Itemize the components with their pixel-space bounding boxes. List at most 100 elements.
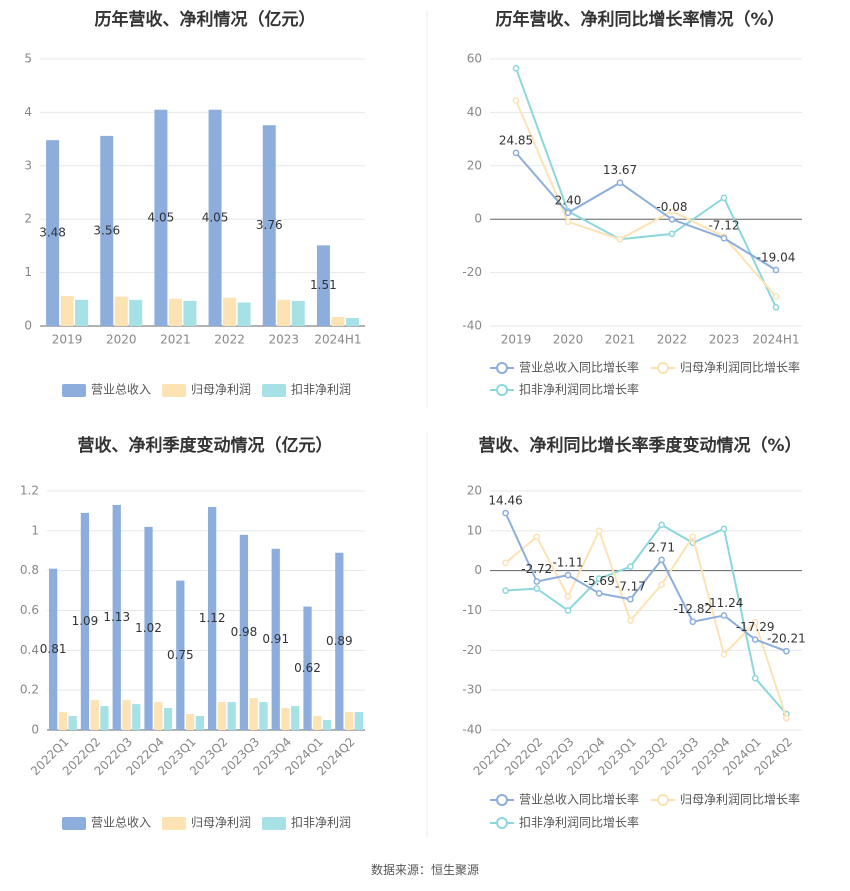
y-tick-label: 0.2 xyxy=(20,683,39,697)
point-归母净利润同比增长率 xyxy=(689,533,697,541)
x-tick-label: 2020 xyxy=(106,333,137,347)
data-source-note: 数据来源：恒生聚源 xyxy=(370,863,479,877)
point-扣非净利润同比增长率 xyxy=(564,607,572,614)
point-归母净利润同比增长率 xyxy=(533,533,541,541)
data-label: 1.13 xyxy=(103,610,130,624)
bar-扣非净利润 xyxy=(195,716,205,730)
chart-title: 历年营收、净利情况（亿元） xyxy=(95,9,316,30)
point-营业总收入同比增长率 xyxy=(512,149,520,157)
y-tick-label: -10 xyxy=(462,603,482,617)
point-归母净利润同比增长率 xyxy=(564,593,572,600)
x-tick-label: 2019 xyxy=(52,333,83,347)
data-label: 3.76 xyxy=(256,218,283,232)
line-归母净利润同比增长率 xyxy=(504,528,788,719)
bar-扣非净利润 xyxy=(227,702,236,730)
bar-扣非净利润 xyxy=(259,702,268,730)
legend-label: 扣非净利润同比增长率 xyxy=(519,815,639,830)
legend-swatch xyxy=(162,384,186,397)
point-营业总收入同比增长率 xyxy=(772,266,780,274)
bar-归母净利润 xyxy=(154,702,163,730)
legend-label: 营业总收入 xyxy=(91,816,151,830)
y-tick-label: 0.4 xyxy=(20,643,39,657)
point-扣非净利润同比增长率 xyxy=(720,525,728,533)
data-label: 24.85 xyxy=(499,133,533,147)
legend-swatch-marker xyxy=(496,362,508,374)
x-tick-label: 2021 xyxy=(160,333,191,347)
data-label: 1.51 xyxy=(310,278,337,292)
bar-归母净利润 xyxy=(249,698,258,730)
chart-quarterly-values: 营收、净利季度变动情况（亿元）00.20.40.60.811.22022Q120… xyxy=(20,435,365,830)
data-label: -11.24 xyxy=(705,596,744,610)
x-tick-label: 2021 xyxy=(605,333,636,347)
data-label: 2.40 xyxy=(555,193,582,207)
y-tick-label: 20 xyxy=(467,158,482,172)
y-tick-label: 2 xyxy=(24,212,32,226)
chart-annual-growth: 历年营收、净利同比增长率情况（%） -40 -20 0 20 40 60 2019 2020 20… xyxy=(462,9,802,397)
data-label: -2.72 xyxy=(521,562,552,576)
point-扣非净利润同比增长率 xyxy=(595,575,603,582)
line-扣非净利润同比增长率 xyxy=(505,523,788,715)
x-tick-label: 2024H1 xyxy=(752,333,799,347)
bar-扣非净利润 xyxy=(68,716,77,730)
bar-营业总收入 xyxy=(100,135,114,326)
y-tick-label: 0.8 xyxy=(20,563,39,577)
data-label: 1.02 xyxy=(135,621,162,635)
point-扣非净利润同比增长率 xyxy=(720,194,728,202)
point-营业总收入同比增长率 xyxy=(658,556,665,564)
point-归母净利润同比增长率 xyxy=(512,97,520,104)
bar-扣非净利润 xyxy=(237,302,251,326)
line-营业总收入同比增长率 xyxy=(504,512,787,653)
data-label: 1.09 xyxy=(72,614,99,628)
data-label: -5.69 xyxy=(584,574,615,588)
data-label: 0.75 xyxy=(167,648,194,662)
point-归母净利润同比增长率 xyxy=(564,218,572,226)
bar-营业总收入 xyxy=(207,506,217,730)
bar-扣非净利润 xyxy=(291,300,305,326)
legend-label: 扣非净利润 xyxy=(291,383,351,397)
bar-扣非净利润 xyxy=(345,317,359,326)
y-tick-label: -20 xyxy=(462,265,482,279)
point-扣非净利润同比增长率 xyxy=(772,303,780,311)
bar-归母净利润 xyxy=(90,700,99,730)
bar-营业总收入 xyxy=(144,526,153,730)
x-tick-label: 2023 xyxy=(709,333,740,347)
legend-label: 营业总收入同比增长率 xyxy=(519,792,639,807)
legend-label: 归母净利润同比增长率 xyxy=(680,792,800,807)
y-tick-label: 0 xyxy=(474,563,482,577)
legend-swatch-marker xyxy=(496,817,508,829)
bar-扣非净利润 xyxy=(163,708,173,730)
point-归母净利润同比增长率 xyxy=(616,235,624,243)
point-营业总收入同比增长率 xyxy=(689,618,697,626)
chart-title: 营收、净利同比增长率季度变动情况（%） xyxy=(478,435,801,456)
data-label: -20.21 xyxy=(767,632,806,646)
data-label: 13.67 xyxy=(603,163,637,177)
data-label: 0.89 xyxy=(326,634,353,648)
x-tick-label: 2022 xyxy=(657,333,688,347)
bar-归母净利润 xyxy=(185,714,195,730)
chart-title: 营收、净利季度变动情况（亿元） xyxy=(78,435,333,456)
data-label: 2.71 xyxy=(648,540,675,554)
point-扣非净利润同比增长率 xyxy=(533,585,541,592)
y-tick-label: -40 xyxy=(462,723,482,737)
point-扣非净利润同比增长率 xyxy=(751,674,759,682)
bar-扣非净利润 xyxy=(100,706,109,730)
data-label: 0.81 xyxy=(40,642,67,656)
data-label: 3.48 xyxy=(39,226,66,240)
point-营业总收入同比增长率 xyxy=(595,589,603,597)
data-label: 1.12 xyxy=(199,611,226,625)
data-label: 0.98 xyxy=(231,625,258,639)
bar-扣非净利润 xyxy=(132,704,141,730)
legend-label: 归母净利润同比增长率 xyxy=(680,360,800,375)
point-扣非净利润同比增长率 xyxy=(668,230,676,238)
bar-归母净利润 xyxy=(114,296,128,326)
bar-扣非净利润 xyxy=(75,299,89,326)
bar-营业总收入 xyxy=(208,109,222,326)
point-营业总收入同比增长率 xyxy=(720,234,728,242)
point-营业总收入同比增长率 xyxy=(502,509,509,517)
bar-归母净利润 xyxy=(122,700,131,730)
bar-归母净利润 xyxy=(168,298,182,326)
bar-营业总收入 xyxy=(154,109,168,326)
point-营业总收入同比增长率 xyxy=(564,209,572,217)
data-label: 4.05 xyxy=(148,210,175,224)
